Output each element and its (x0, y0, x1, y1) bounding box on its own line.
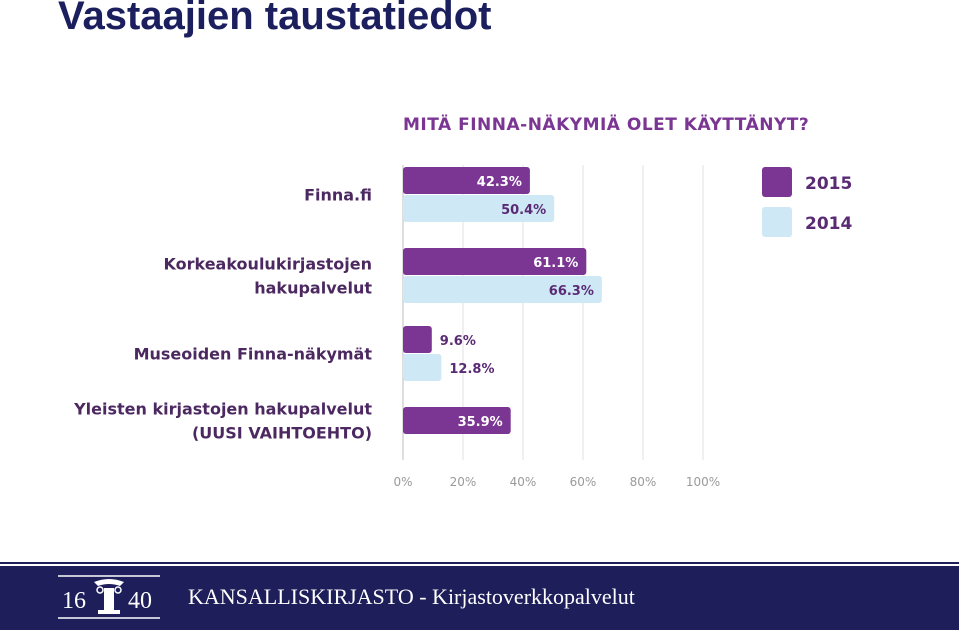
bar-chart: MITÄ FINNA-NÄKYMIÄ OLET KÄYTTÄNYT? 42.3%… (73, 113, 852, 489)
legend-label: 2014 (805, 214, 852, 234)
bar-2015 (403, 326, 432, 353)
bar-2014 (403, 195, 555, 222)
logo-text-left: 16 (62, 588, 86, 614)
x-tick-label: 100% (686, 475, 720, 489)
footer-text: KANSALLISKIRJASTO - Kirjastoverkkopalvel… (188, 584, 635, 609)
footer-bar: 16 40 KANSALLISKIRJASTO - Kirjastoverkko… (0, 566, 959, 630)
bar-2015 (403, 407, 511, 434)
x-tick-label: 60% (570, 475, 597, 489)
chart-bars: 42.3% 50.4% 61.1% 66.3% 9.6% 12.8% 35.9% (403, 167, 602, 434)
x-axis-ticks: 0% 20% 40% 60% 80% 100% (393, 475, 720, 489)
bar-value-label: 66.3% (549, 284, 594, 299)
bar-value-label: 12.8% (449, 362, 494, 377)
x-tick-label: 80% (630, 475, 657, 489)
logo-text-right: 40 (128, 588, 152, 614)
bar-value-label: 50.4% (501, 203, 546, 218)
bar-2015 (403, 167, 530, 194)
bar-2014 (403, 276, 602, 303)
x-tick-label: 20% (450, 475, 477, 489)
x-tick-label: 0% (393, 475, 412, 489)
bar-value-label: 42.3% (477, 175, 522, 190)
category-label: Yleisten kirjastojen hakupalvelut (73, 400, 372, 419)
chart-legend: 2015 2014 (762, 167, 852, 237)
category-label: (UUSI VAIHTOEHTO) (192, 424, 372, 443)
category-label: Korkeakoulukirjastojen (163, 255, 372, 274)
category-label: Museoiden Finna-näkymät (134, 345, 373, 364)
bar-value-label: 35.9% (458, 415, 503, 430)
category-label: Finna.fi (304, 186, 372, 205)
legend-label: 2015 (805, 174, 852, 194)
bar-value-label: 9.6% (440, 334, 476, 349)
category-labels: Finna.fi Korkeakoulukirjastojen hakupalvel… (73, 186, 372, 443)
x-tick-label: 40% (510, 475, 537, 489)
legend-swatch-2014 (762, 207, 792, 237)
footer-divider (0, 562, 959, 564)
slide-title: Vastaajien taustatiedot (58, 0, 492, 38)
category-label: hakupalvelut (254, 279, 372, 298)
kansalliskirjasto-logo-icon: 16 40 (58, 575, 160, 619)
legend-swatch-2015 (762, 167, 792, 197)
bar-2014 (403, 354, 442, 381)
bar-value-label: 61.1% (533, 256, 578, 271)
chart-title: MITÄ FINNA-NÄKYMIÄ OLET KÄYTTÄNYT? (403, 113, 809, 135)
bar-2015 (403, 248, 587, 275)
